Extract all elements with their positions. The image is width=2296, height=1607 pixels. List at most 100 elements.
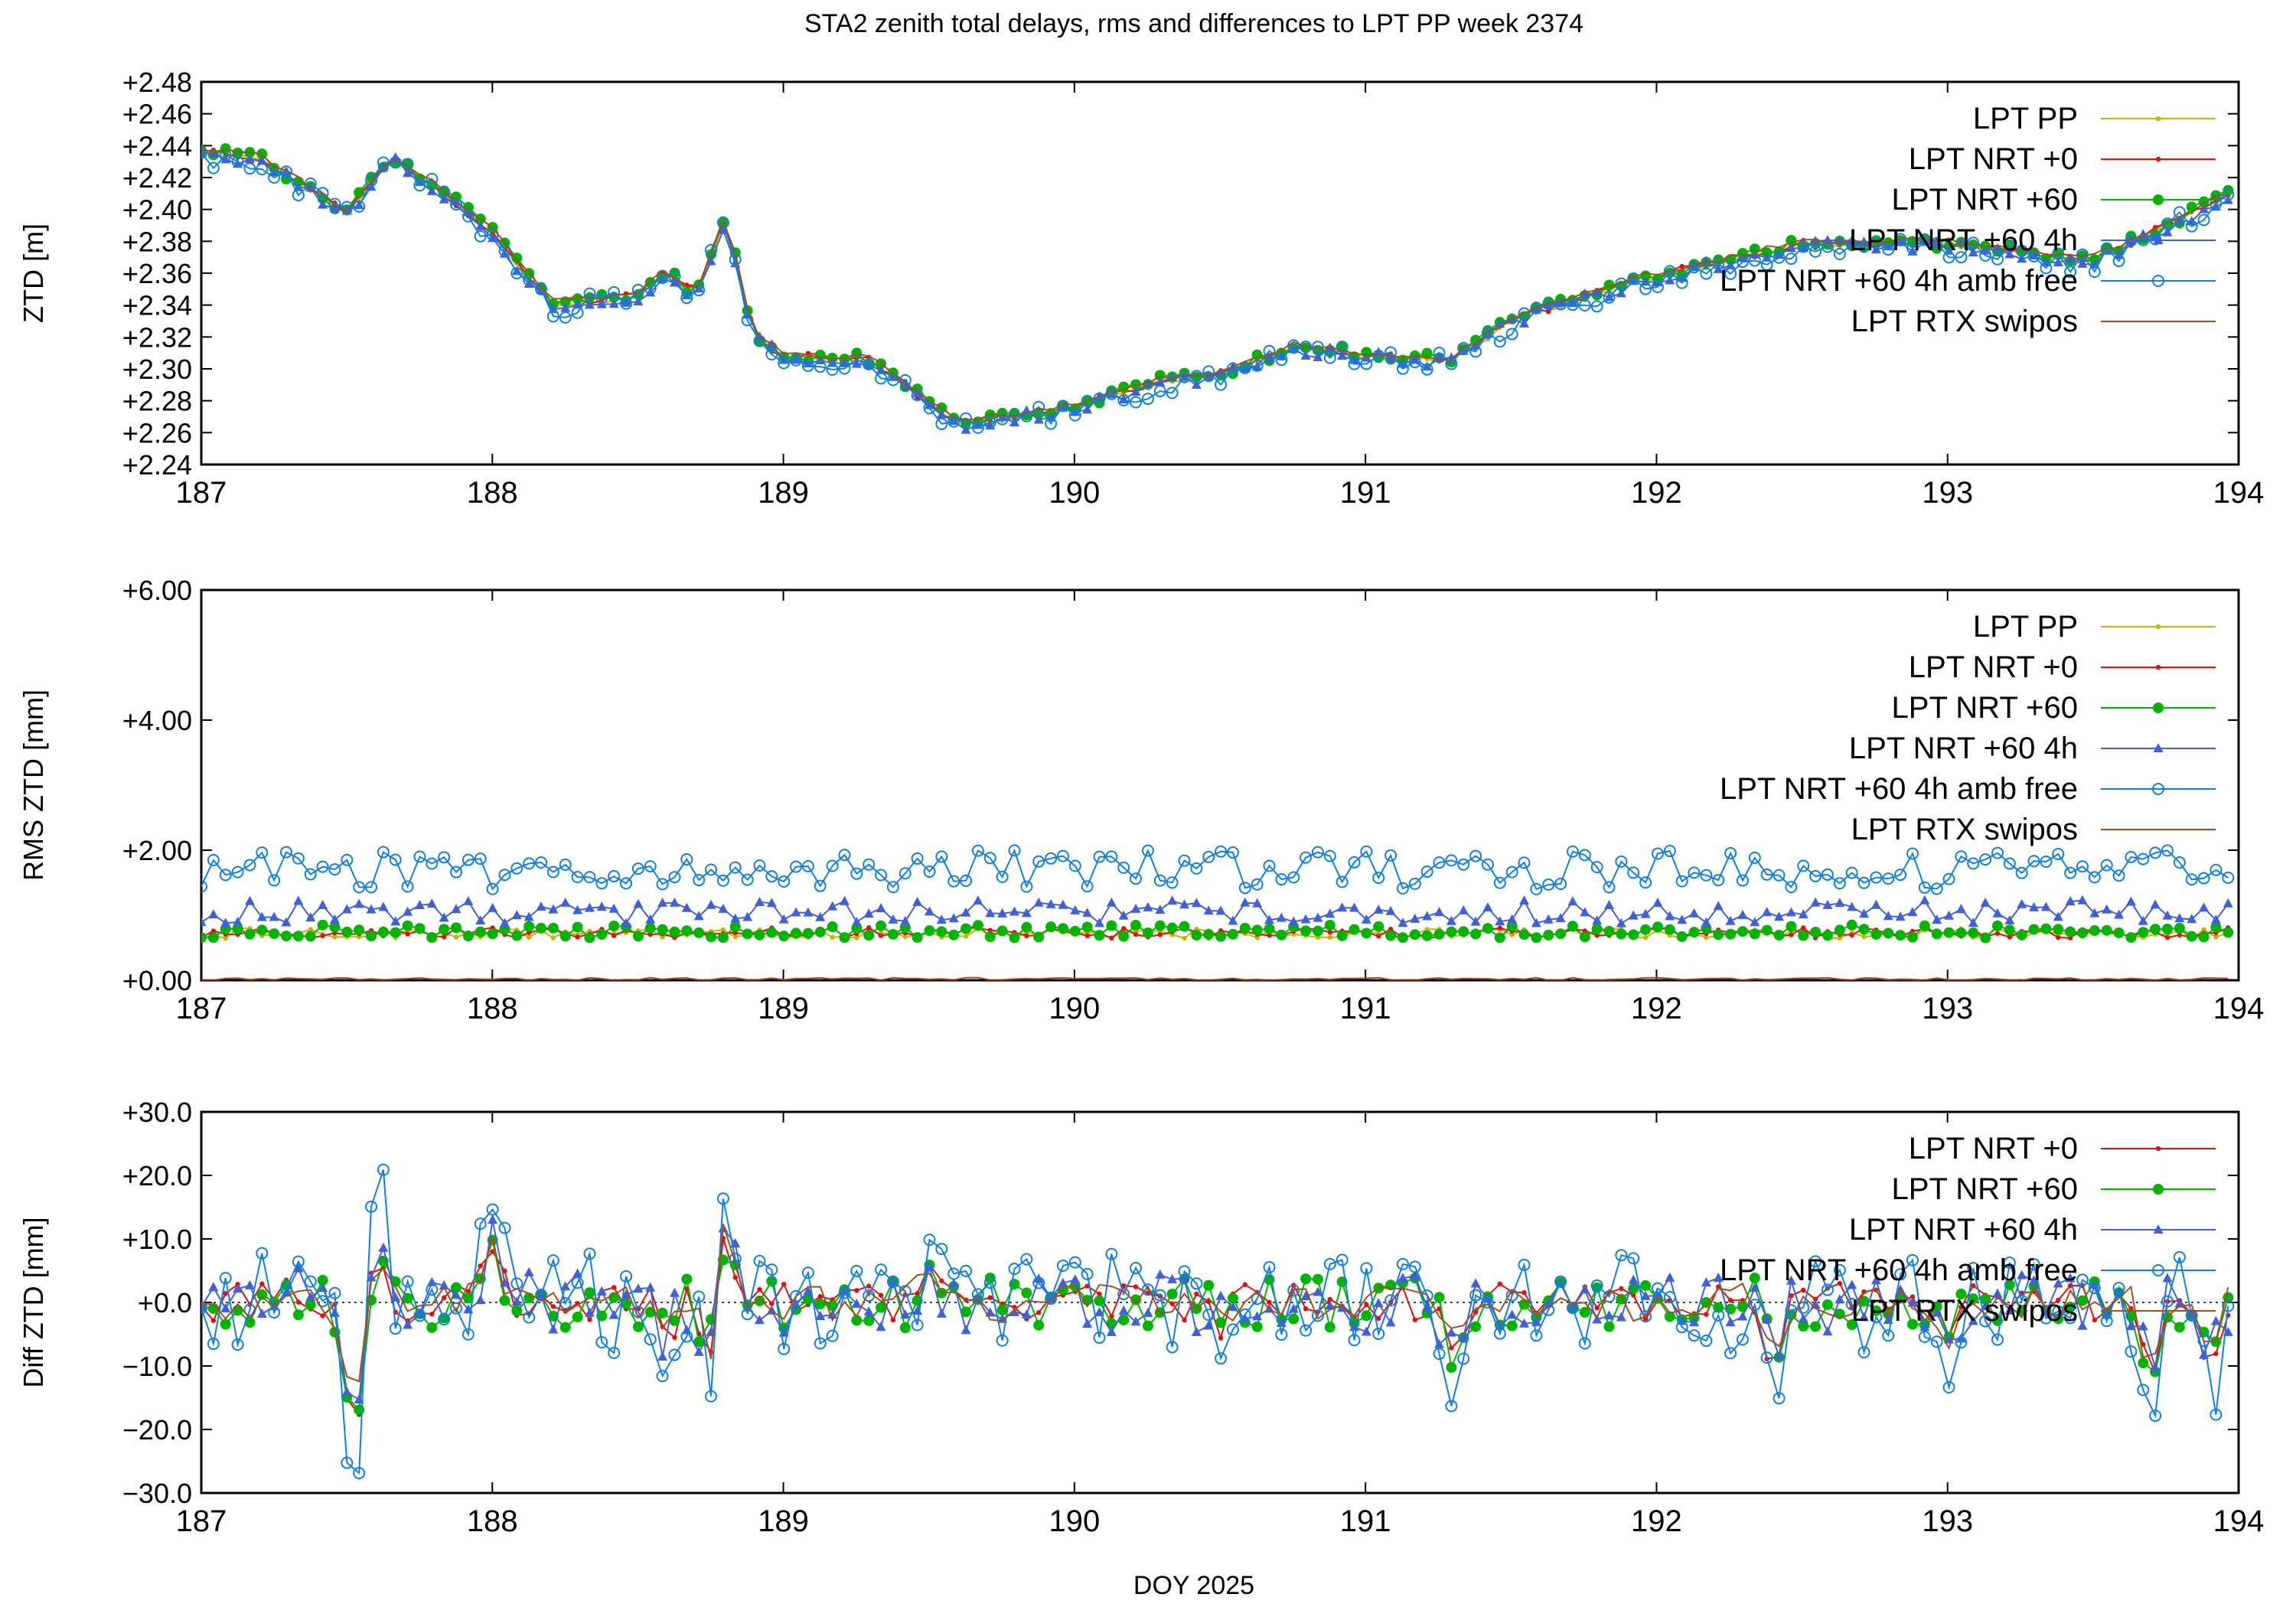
series-point xyxy=(1530,1329,1543,1342)
series-point xyxy=(1688,927,1700,938)
series-point xyxy=(1725,915,1736,925)
series-point xyxy=(304,1275,317,1288)
series-point xyxy=(644,1333,657,1346)
x-tick-label: 190 xyxy=(1049,476,1100,510)
series-point xyxy=(1033,931,1045,943)
series-point xyxy=(912,931,923,943)
series-point xyxy=(742,928,753,940)
series-point xyxy=(960,1264,973,1277)
series-point xyxy=(1810,1321,1821,1332)
series-point xyxy=(1167,895,1178,905)
series-point xyxy=(1082,404,1093,414)
y-tick-label: +2.46 xyxy=(122,99,192,130)
series-point xyxy=(474,852,487,865)
series-point xyxy=(1930,882,1943,895)
series-point xyxy=(621,297,631,307)
series-point xyxy=(305,1292,316,1302)
series-point xyxy=(960,1306,972,1318)
series-point xyxy=(465,1289,471,1294)
series-point xyxy=(875,869,888,882)
series-point xyxy=(2003,1256,2016,1269)
series-point xyxy=(1579,1306,1590,1318)
series-point xyxy=(219,869,232,882)
series-point xyxy=(1384,1294,1397,1307)
series-point xyxy=(1130,872,1143,885)
series-point xyxy=(1580,1284,1590,1294)
series-point xyxy=(1433,1292,1445,1303)
series-point xyxy=(1155,905,1166,914)
series-point xyxy=(2102,904,2112,914)
series-point xyxy=(1724,267,1737,280)
series-point xyxy=(1227,928,1238,940)
series-point xyxy=(2053,1278,2063,1288)
series-point xyxy=(706,899,716,909)
series-point xyxy=(1313,912,1323,922)
series-point xyxy=(693,911,704,921)
series-point xyxy=(863,908,874,918)
series-point xyxy=(2100,1315,2113,1328)
series-point xyxy=(426,185,437,195)
series-point xyxy=(1980,1293,1991,1305)
series-point xyxy=(839,932,850,944)
series-point xyxy=(631,862,644,875)
series-point xyxy=(583,871,596,884)
series-point xyxy=(220,1302,231,1312)
series-point xyxy=(621,918,631,927)
series-point xyxy=(1312,1273,1323,1285)
series-point xyxy=(1081,395,1094,408)
series-point xyxy=(765,1263,778,1276)
series-point xyxy=(608,298,619,308)
legend-point xyxy=(2155,156,2161,162)
series-point xyxy=(1267,1299,1272,1305)
series-point xyxy=(2088,266,2101,279)
series-point xyxy=(256,924,268,936)
series-point xyxy=(280,846,293,859)
series-point xyxy=(1130,396,1143,409)
series-point xyxy=(1313,352,1323,362)
series-point xyxy=(1045,852,1058,865)
series-point xyxy=(223,936,228,941)
series-point xyxy=(1106,1326,1117,1336)
series-point xyxy=(1651,1282,1664,1295)
series-point xyxy=(1665,911,1675,921)
series-point xyxy=(320,933,325,939)
series-point xyxy=(1311,846,1324,859)
series-point xyxy=(1603,925,1615,937)
series-point xyxy=(924,925,935,937)
series-point xyxy=(1619,1286,1624,1292)
series-point xyxy=(1930,1335,1943,1348)
series-point xyxy=(1361,1310,1372,1322)
series-point xyxy=(997,908,1008,918)
series-point xyxy=(1968,1315,1978,1325)
series-point xyxy=(1594,1305,1600,1311)
x-tick-label: 191 xyxy=(1340,1504,1391,1538)
series-point xyxy=(1590,861,1603,874)
series-point xyxy=(1580,907,1590,917)
series-point xyxy=(705,863,718,876)
series-point xyxy=(706,256,716,266)
series-point xyxy=(741,873,754,886)
series-point xyxy=(1239,922,1251,934)
x-tick-label: 192 xyxy=(1631,992,1682,1025)
y-tick-label: +30.0 xyxy=(122,1097,192,1128)
series-point xyxy=(620,1270,633,1283)
series-point xyxy=(1858,924,1870,935)
y-tick-label: +4.00 xyxy=(122,705,192,736)
series-point xyxy=(1457,1352,1470,1365)
series-point xyxy=(1300,914,1311,924)
series-point xyxy=(1882,243,1895,256)
series-point xyxy=(584,932,595,944)
series-point xyxy=(716,216,729,229)
series-point xyxy=(2088,871,2101,884)
series-point xyxy=(826,363,839,376)
series-point xyxy=(1493,1327,1506,1340)
series-point xyxy=(2149,233,2162,246)
series-point xyxy=(1870,1275,1881,1285)
series-point xyxy=(523,857,536,870)
series-point xyxy=(814,1298,826,1309)
series-point xyxy=(1665,275,1675,285)
series-point xyxy=(765,870,778,883)
series-point xyxy=(208,909,219,919)
series-point xyxy=(462,1292,474,1304)
series-point xyxy=(1228,915,1238,925)
